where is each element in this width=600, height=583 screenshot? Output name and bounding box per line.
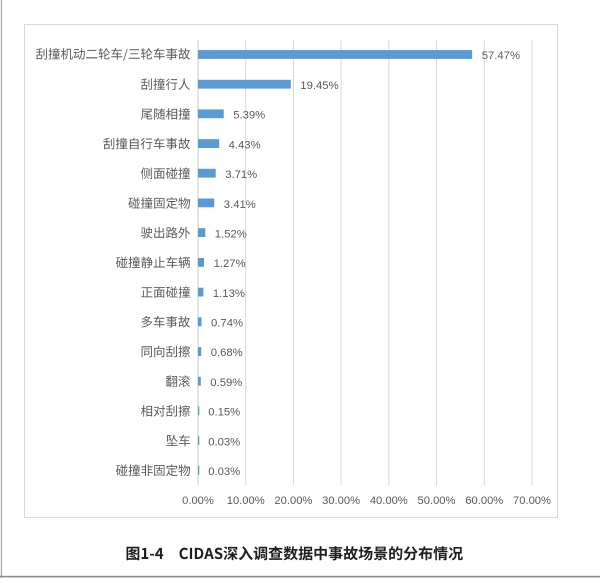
svg-text:19.45%: 19.45% xyxy=(300,80,338,92)
svg-text:3.41%: 3.41% xyxy=(224,199,256,211)
svg-text:1.52%: 1.52% xyxy=(215,228,247,240)
svg-text:3.71%: 3.71% xyxy=(225,169,257,181)
svg-text:20.00%: 20.00% xyxy=(274,495,312,507)
svg-text:0.00%: 0.00% xyxy=(182,495,214,507)
svg-text:4.43%: 4.43% xyxy=(229,139,261,151)
svg-text:50.00%: 50.00% xyxy=(418,495,456,507)
svg-text:0.03%: 0.03% xyxy=(208,436,240,448)
svg-text:0.03%: 0.03% xyxy=(208,466,240,478)
svg-text:5.39%: 5.39% xyxy=(233,110,265,122)
svg-text:0.68%: 0.68% xyxy=(211,347,243,359)
svg-text:10.00%: 10.00% xyxy=(227,495,265,507)
svg-text:1.27%: 1.27% xyxy=(214,258,246,270)
svg-text:30.00%: 30.00% xyxy=(322,495,360,507)
svg-text:70.00%: 70.00% xyxy=(513,495,551,507)
svg-text:60.00%: 60.00% xyxy=(465,495,503,507)
svg-text:0.15%: 0.15% xyxy=(208,407,240,419)
svg-text:40.00%: 40.00% xyxy=(370,495,408,507)
svg-text:57.47%: 57.47% xyxy=(482,50,520,62)
svg-text:0.74%: 0.74% xyxy=(211,318,243,330)
svg-text:1.13%: 1.13% xyxy=(213,288,245,300)
svg-text:0.59%: 0.59% xyxy=(210,377,242,389)
